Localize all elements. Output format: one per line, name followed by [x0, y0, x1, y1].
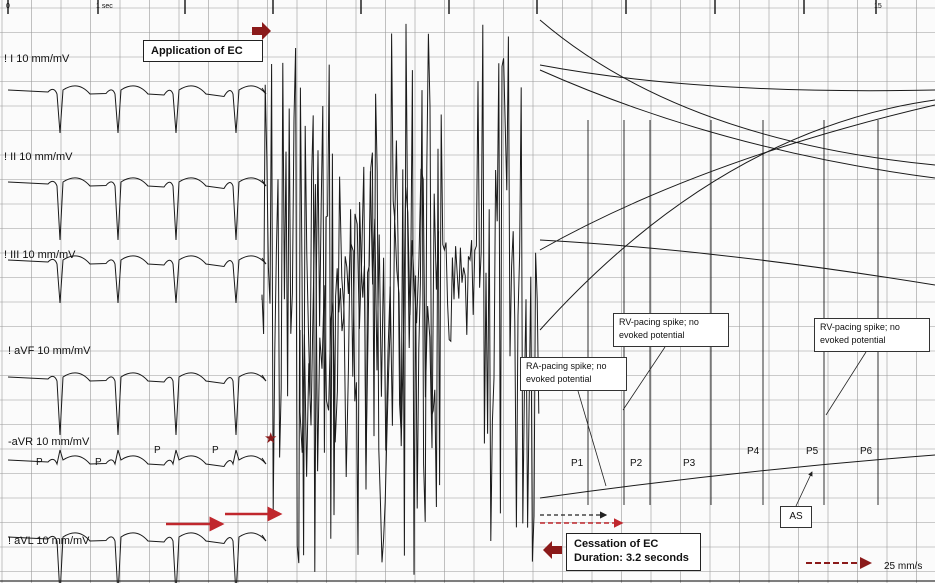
rv-note2-line1: RV-pacing spike; no	[820, 322, 900, 332]
leader-line	[622, 346, 666, 411]
ra-note-line2: evoked potential	[526, 374, 592, 384]
p-wave-label: P2	[630, 458, 643, 469]
lead-label-i: ! I 10 mm/mV	[4, 53, 70, 65]
rv-pacing-note-1: RV-pacing spike; no evoked potential	[613, 313, 729, 347]
lead-label-avf: ! aVF 10 mm/mV	[8, 345, 91, 357]
p-wave-label: P6	[860, 446, 873, 457]
lead-label-avr: -aVR 10 mm/mV	[8, 436, 90, 448]
leader-line	[795, 471, 813, 507]
time-mark-end: 15	[874, 3, 882, 10]
p-wave-label: P	[154, 445, 161, 456]
rv-note2-line2: evoked potential	[820, 335, 886, 345]
ec-artifact-trace	[261, 23, 540, 575]
lead-label-ii: ! II 10 mm/mV	[4, 151, 73, 163]
ecg-trace-post-ec	[539, 454, 935, 499]
ecg-trace-pre-ec	[7, 449, 267, 468]
lead-label-avl: ! aVL 10 mm/mV	[8, 535, 90, 547]
lead-label-iii: ! III 10 mm/mV	[4, 249, 76, 261]
cessation-duration: Duration: 3.2 seconds	[574, 552, 689, 564]
application-of-ec-label: Application of EC	[143, 40, 263, 62]
rv-note1-line1: RV-pacing spike; no	[619, 317, 699, 327]
leader-line	[577, 390, 607, 487]
leader-line	[825, 351, 867, 416]
p-wave-label: P3	[683, 458, 696, 469]
p-wave-label: P5	[806, 446, 819, 457]
annotation-arrows	[166, 22, 872, 569]
ecg-trace-post-ec	[539, 99, 935, 331]
cessation-arrow-icon	[543, 541, 562, 559]
cessation-of-ec-label: Cessation of EC Duration: 3.2 seconds	[566, 533, 701, 571]
ecg-traces	[7, 19, 935, 583]
ecg-trace-pre-ec	[7, 255, 267, 304]
p-wave-label: P	[95, 457, 102, 468]
p-wave-label: P4	[747, 446, 760, 457]
paper-speed-label: 25 mm/s	[884, 561, 923, 572]
ec-artifact-trace	[299, 166, 440, 478]
rv-pacing-note-2: RV-pacing spike; no evoked potential	[814, 318, 930, 352]
time-mark-zero: 0	[6, 3, 10, 10]
p-wave-label: P1	[571, 458, 584, 469]
time-mark-one-sec: 1 sec	[96, 3, 113, 10]
p-wave-label: P	[36, 457, 43, 468]
rv-note1-line2: evoked potential	[619, 330, 685, 340]
as-label: AS	[780, 506, 812, 528]
ra-pacing-note: RA-pacing spike; no evoked potential	[520, 357, 627, 391]
ecg-trace-pre-ec	[7, 372, 267, 436]
ecg-trace-post-ec	[539, 19, 935, 166]
cessation-title: Cessation of EC	[574, 538, 659, 550]
ecg-trace-pre-ec	[7, 177, 267, 241]
star-marker: ★	[264, 430, 278, 447]
ecg-trace-pre-ec	[7, 532, 267, 583]
ecg-trace-pre-ec	[7, 85, 267, 134]
ecg-trace-post-ec	[539, 104, 935, 251]
ra-note-line1: RA-pacing spike; no	[526, 361, 607, 371]
ecg-trace-post-ec	[539, 64, 935, 92]
ecg-trace-post-ec	[539, 239, 935, 286]
application-arrow-icon	[252, 22, 271, 40]
p-wave-label: P	[212, 445, 219, 456]
